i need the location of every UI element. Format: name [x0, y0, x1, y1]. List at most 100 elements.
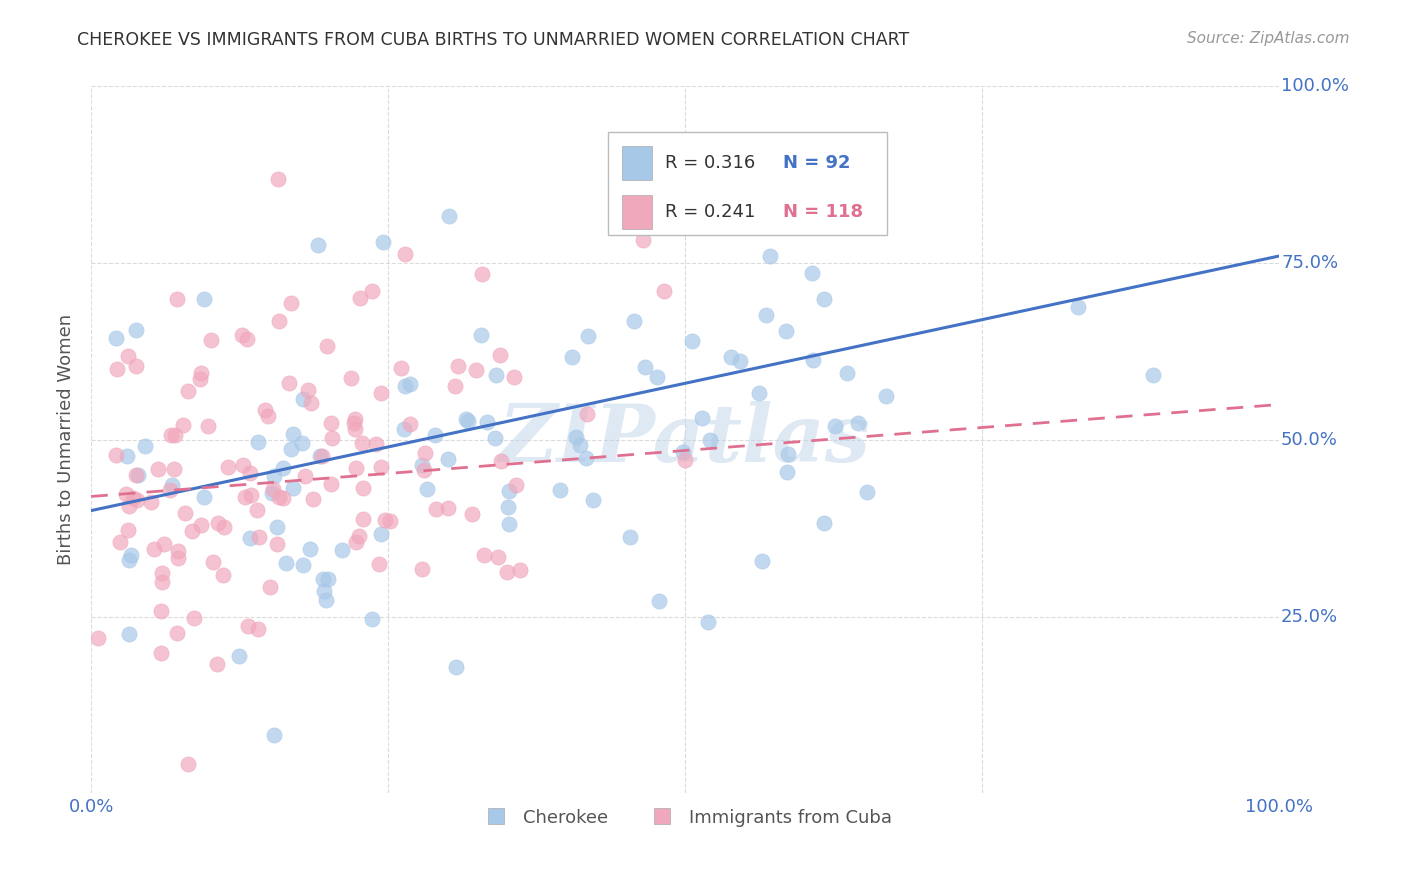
Point: [239, 531, 262, 545]
Point: [564, 430, 586, 444]
Point: [360, 284, 382, 298]
Point: [380, 514, 402, 528]
Point: [416, 482, 439, 496]
Point: [267, 313, 290, 327]
Point: [267, 172, 290, 186]
Point: [262, 485, 284, 500]
Point: [509, 563, 531, 577]
Point: [505, 478, 527, 492]
Point: [489, 348, 512, 362]
Point: [352, 511, 374, 525]
Point: [166, 626, 188, 640]
Point: [160, 428, 183, 442]
Point: [291, 435, 314, 450]
Point: [120, 549, 142, 563]
Point: [394, 247, 416, 261]
Bar: [621, 146, 651, 180]
Point: [266, 520, 288, 534]
Point: [177, 756, 200, 771]
Point: [266, 537, 288, 551]
Point: [755, 308, 778, 322]
Point: [344, 535, 367, 549]
Point: [253, 402, 276, 417]
Point: [575, 451, 598, 466]
Point: [454, 412, 477, 426]
Point: [321, 431, 343, 445]
Point: [247, 622, 270, 636]
Point: [344, 412, 367, 426]
Point: [162, 477, 184, 491]
Point: [299, 396, 322, 410]
Point: [350, 436, 373, 450]
Point: [228, 648, 250, 663]
Point: [263, 469, 285, 483]
Point: [125, 493, 148, 508]
Point: [315, 592, 337, 607]
Text: R = 0.316: R = 0.316: [665, 154, 755, 172]
Text: N = 118: N = 118: [783, 203, 863, 221]
Point: [548, 483, 571, 497]
Point: [273, 461, 295, 475]
Text: R = 0.241: R = 0.241: [665, 203, 755, 221]
Point: [634, 359, 657, 374]
Point: [118, 500, 141, 514]
Point: [281, 481, 304, 495]
Point: [856, 485, 879, 500]
Bar: [621, 195, 651, 229]
Point: [167, 551, 190, 566]
Point: [413, 446, 436, 460]
Point: [352, 481, 374, 495]
Point: [368, 558, 391, 572]
Point: [411, 458, 433, 473]
Point: [370, 385, 392, 400]
Point: [775, 324, 797, 338]
Text: 75.0%: 75.0%: [1281, 254, 1339, 272]
Point: [280, 442, 302, 456]
Point: [193, 293, 215, 307]
Point: [776, 465, 799, 479]
Point: [214, 520, 236, 534]
Point: [370, 460, 392, 475]
Point: [824, 419, 846, 434]
Point: [437, 452, 460, 467]
Point: [240, 488, 263, 502]
Text: 100.0%: 100.0%: [1281, 78, 1348, 95]
Point: [474, 548, 496, 562]
Point: [582, 492, 605, 507]
Point: [652, 285, 675, 299]
Point: [423, 427, 446, 442]
Point: [236, 333, 259, 347]
Point: [183, 611, 205, 625]
Point: [262, 482, 284, 496]
Bar: [607, 132, 887, 235]
Point: [648, 593, 671, 607]
Point: [108, 534, 131, 549]
Text: ZIPatlas: ZIPatlas: [499, 401, 870, 479]
Point: [299, 542, 322, 557]
Point: [486, 549, 509, 564]
Point: [177, 384, 200, 398]
Point: [181, 524, 204, 538]
Point: [561, 350, 583, 364]
Point: [263, 728, 285, 742]
Point: [575, 407, 598, 421]
Point: [394, 379, 416, 393]
Point: [343, 416, 366, 430]
Point: [502, 370, 524, 384]
Point: [778, 447, 800, 461]
Point: [127, 468, 149, 483]
Point: [117, 553, 139, 567]
Point: [340, 370, 363, 384]
Text: CHEROKEE VS IMMIGRANTS FROM CUBA BIRTHS TO UNMARRIED WOMEN CORRELATION CHART: CHEROKEE VS IMMIGRANTS FROM CUBA BIRTHS …: [77, 31, 910, 49]
Point: [801, 266, 824, 280]
Point: [87, 631, 110, 645]
Point: [125, 323, 148, 337]
Point: [411, 561, 433, 575]
Point: [344, 461, 367, 475]
Point: [312, 584, 335, 599]
Point: [114, 487, 136, 501]
Point: [236, 619, 259, 633]
Point: [172, 418, 194, 433]
Point: [330, 542, 353, 557]
Point: [437, 501, 460, 516]
